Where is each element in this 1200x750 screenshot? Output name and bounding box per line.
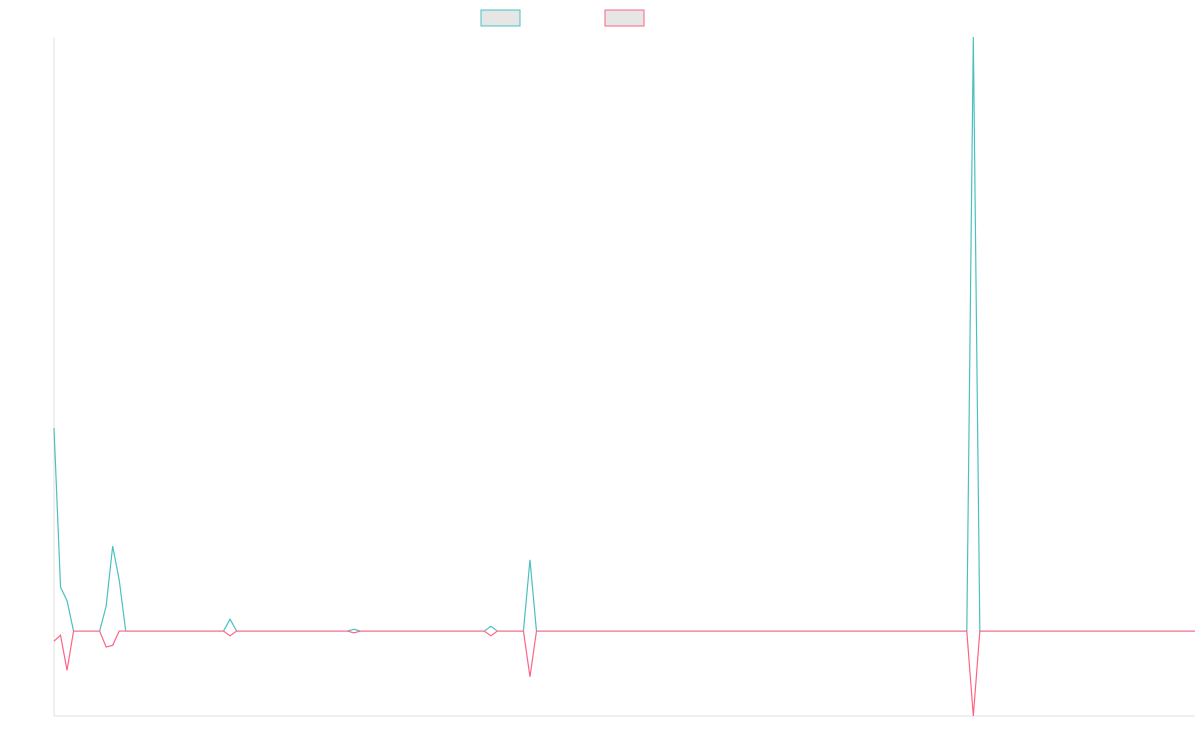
legend-swatch	[604, 9, 645, 27]
series-line	[53, 630, 1195, 717]
series-line	[53, 36, 1195, 632]
legend-swatch	[480, 9, 521, 27]
